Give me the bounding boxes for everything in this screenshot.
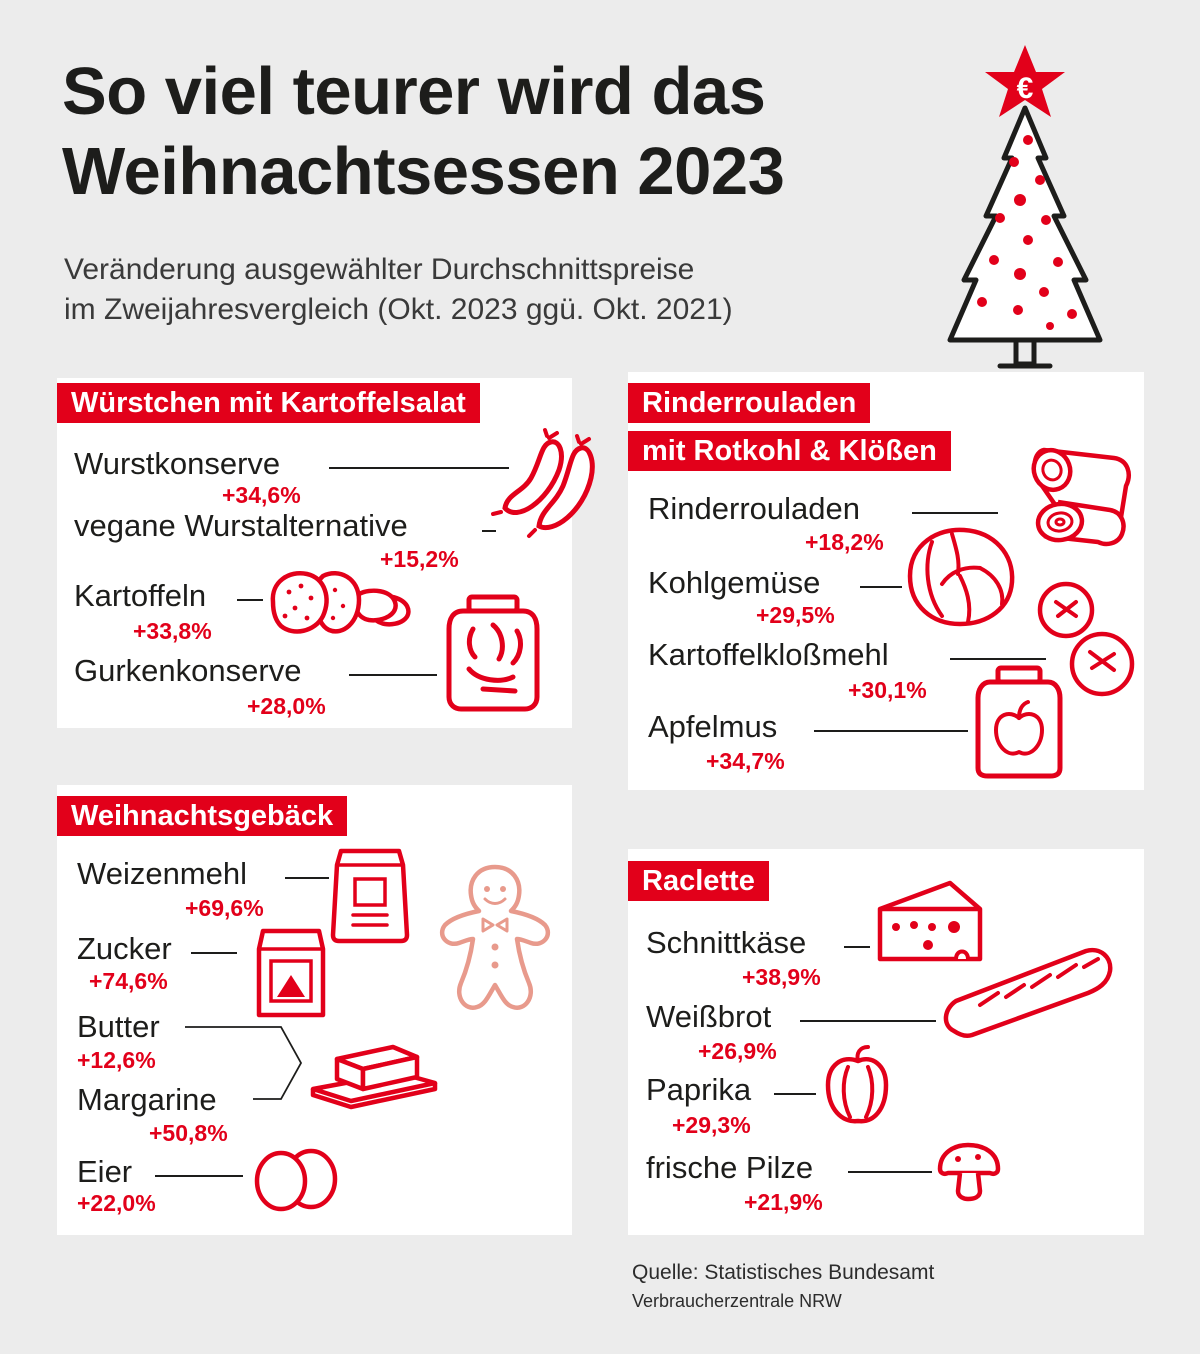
item-name: Eier	[77, 1154, 133, 1189]
sausages-icon	[491, 428, 595, 538]
leader-line	[950, 658, 1046, 660]
leader-line	[844, 946, 870, 948]
item-name: Schnittkäse	[646, 925, 807, 960]
item-name: Kartoffelkloßmehl	[648, 637, 889, 672]
source-line-1: Quelle: Statistisches Bundesamt	[632, 1261, 935, 1284]
page-title: So viel teurer wird das Weihnachtsessen …	[62, 52, 942, 212]
flour-bag-icon	[330, 848, 410, 944]
item-name: Butter	[77, 1009, 160, 1044]
leader-line	[912, 512, 998, 514]
svg-text:€: €	[1017, 72, 1034, 105]
page-subtitle: Veränderung ausgewählter Durchschnittspr…	[64, 250, 964, 330]
subtitle-line-1: Veränderung ausgewählter Durchschnittspr…	[64, 253, 695, 286]
item-change: +74,6%	[89, 968, 168, 994]
item-change: +33,8%	[133, 618, 212, 644]
item-change: +15,2%	[380, 546, 459, 572]
item-name: Kohlgemüse	[648, 565, 821, 600]
christmas-tree-icon: €	[947, 45, 1103, 369]
item-change: +21,9%	[744, 1189, 823, 1215]
item-name: Weißbrot	[646, 999, 772, 1034]
item-name: Kartoffeln	[74, 578, 207, 613]
panel-wuerstchen: Würstchen mit Kartoffelsalat Wurstkonser…	[57, 378, 595, 728]
leader-line	[237, 599, 263, 601]
apple-jar-icon	[975, 665, 1063, 779]
source-note: Quelle: Statistisches Bundesamt Verbrauc…	[632, 1258, 934, 1314]
cheese-icon	[877, 880, 983, 962]
leader-line	[814, 730, 968, 732]
leader-line	[191, 952, 237, 954]
item-name: Apfelmus	[648, 709, 778, 744]
section-title-raclette: Raclette	[628, 861, 769, 901]
leader-line	[285, 877, 329, 879]
item-change: +38,9%	[742, 964, 821, 990]
leader-line	[329, 467, 509, 469]
item-name: Weizenmehl	[77, 856, 248, 891]
leader-line	[860, 586, 902, 588]
item-name: frische Pilze	[646, 1150, 814, 1185]
leader-line	[848, 1171, 932, 1173]
item-change: +26,9%	[698, 1038, 777, 1064]
item-change: +22,0%	[77, 1190, 156, 1216]
title-line-1: So viel teurer wird das	[62, 54, 766, 129]
item-change: +30,1%	[848, 677, 927, 703]
mushroom-icon	[937, 1142, 1001, 1202]
dumplings-icon	[1037, 581, 1135, 697]
leader-line	[774, 1093, 816, 1095]
item-change: +29,3%	[672, 1112, 751, 1138]
item-name: Zucker	[77, 931, 172, 966]
item-change: +34,6%	[222, 482, 301, 508]
section-title-gebaeck: Weihnachtsgebäck	[57, 796, 348, 836]
leader-line	[482, 530, 496, 532]
section-title-rinderrouladen-line-1: Rinderrouladen	[628, 383, 871, 423]
leader-line	[349, 674, 437, 676]
title-line-2: Weihnachtsessen 2023	[62, 134, 785, 209]
leader-line	[800, 1020, 936, 1022]
item-change: +50,8%	[149, 1120, 228, 1146]
section-title-wuerstchen: Würstchen mit Kartoffelsalat	[57, 383, 480, 423]
panel-gebaeck: Weihnachtsgebäck Weizenmehl +69,6% Zucke…	[57, 785, 572, 1235]
cabbage-icon	[907, 527, 1015, 627]
panel-rinderrouladen: Rinderrouladen mit Rotkohl & Klößen Rind…	[628, 372, 1144, 790]
item-name: Wurstkonserve	[74, 446, 281, 481]
panel-raclette: Raclette Schnittkäse +38,9% Weißbrot +26…	[628, 849, 1144, 1235]
item-name: Paprika	[646, 1072, 752, 1107]
item-change: +28,0%	[247, 693, 326, 719]
item-change: +18,2%	[805, 529, 884, 555]
potatoes-icon	[270, 570, 411, 634]
subtitle-line-2: im Zweijahresvergleich (Okt. 2023 ggü. O…	[64, 293, 733, 326]
pepper-icon	[825, 1045, 889, 1124]
item-change: +69,6%	[185, 895, 264, 921]
roulade-icon	[1031, 447, 1131, 547]
pickle-jar-icon	[446, 594, 540, 712]
bracket-connector	[185, 1026, 303, 1100]
source-line-2: Verbraucherzentrale NRW	[632, 1291, 842, 1311]
item-change: +12,6%	[77, 1047, 156, 1073]
item-name: Rinderrouladen	[648, 491, 860, 526]
item-change: +29,5%	[756, 602, 835, 628]
item-change: +34,7%	[706, 748, 785, 774]
gingerbread-man-icon	[439, 864, 551, 1010]
butter-dish-icon	[310, 1044, 438, 1110]
baguette-icon	[943, 947, 1113, 1039]
eggs-icon	[254, 1148, 338, 1212]
item-name: vegane Wurstalternative	[74, 508, 408, 543]
item-name: Gurkenkonserve	[74, 653, 302, 688]
item-name: Margarine	[77, 1082, 217, 1117]
leader-line	[155, 1175, 243, 1177]
section-title-rinderrouladen-line-2: mit Rotkohl & Klößen	[628, 431, 951, 471]
sugar-bag-icon	[256, 928, 326, 1018]
